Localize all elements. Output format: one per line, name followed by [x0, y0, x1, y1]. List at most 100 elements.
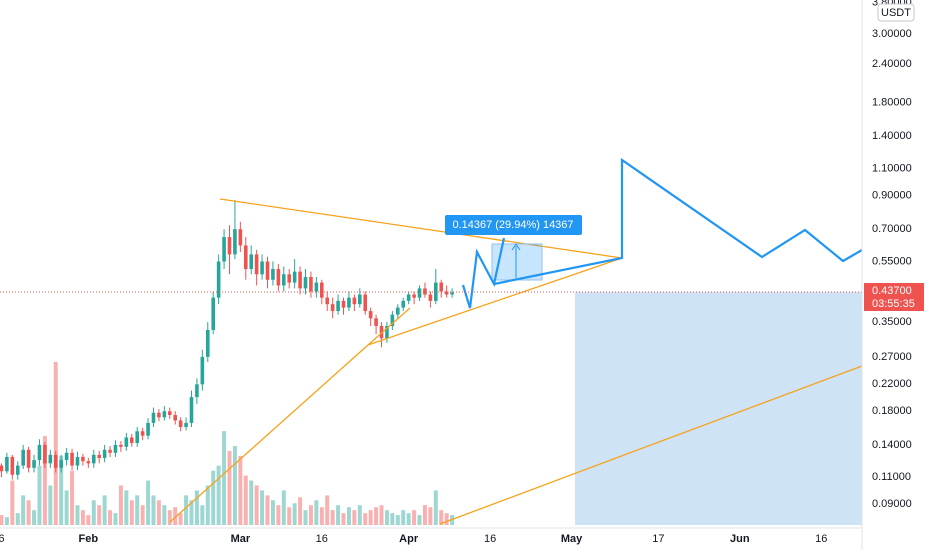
- candle-body: [43, 444, 47, 464]
- volume-bar: [129, 500, 134, 525]
- candle-body: [173, 414, 178, 421]
- candle-body: [303, 276, 308, 289]
- y-tick-label: 0.22000: [872, 378, 912, 390]
- y-tick-label: 0.55000: [872, 255, 912, 267]
- volume-bar: [417, 515, 422, 525]
- volume-bar: [428, 507, 433, 525]
- candle-body: [249, 254, 254, 270]
- candle-body: [265, 261, 270, 280]
- volume-bar: [336, 505, 341, 525]
- candle-body: [347, 297, 351, 308]
- candle-body: [325, 297, 330, 305]
- candle-body: [292, 271, 297, 283]
- volume-bar: [238, 455, 243, 525]
- y-tick-label: 0.70000: [872, 223, 912, 235]
- volume-bar: [222, 431, 227, 525]
- candle-body: [412, 294, 416, 298]
- candle-body: [336, 300, 340, 312]
- volume-bar: [401, 510, 406, 525]
- candle-body: [102, 449, 107, 458]
- volume-bar: [151, 495, 156, 525]
- volume-bar: [276, 505, 281, 525]
- candle-body: [428, 294, 433, 301]
- trendlines: [169, 198, 863, 525]
- candle-body: [379, 325, 384, 339]
- candle-body: [450, 292, 454, 295]
- volume-bar: [10, 480, 15, 525]
- y-tick-label: 2.40000: [872, 58, 912, 70]
- volume-bar: [32, 510, 37, 525]
- candle-body: [374, 318, 378, 326]
- x-tick-label: 16: [484, 533, 496, 545]
- volume-bar: [91, 500, 96, 525]
- candle-body: [390, 314, 395, 326]
- candle-body: [97, 454, 101, 458]
- candle-body: [75, 456, 80, 466]
- volume-bar: [330, 510, 335, 525]
- last-price-box: [864, 283, 924, 311]
- volume-bar: [433, 490, 438, 525]
- y-tick-label: 0.18000: [872, 405, 912, 417]
- candle-body: [178, 420, 183, 428]
- candle-body: [124, 437, 129, 447]
- volume-bar: [384, 510, 389, 525]
- y-tick-label: 0.90000: [872, 189, 912, 201]
- volume-bar: [135, 495, 140, 525]
- volume-bar: [243, 475, 248, 525]
- currency-box: [877, 3, 915, 22]
- projection-zone: [575, 292, 862, 525]
- candle-body: [26, 449, 31, 468]
- candle-body: [108, 449, 112, 453]
- volume-bar: [37, 465, 42, 525]
- candle-body: [238, 229, 243, 246]
- y-tick-label: 0.09000: [872, 498, 912, 510]
- y-tick-label: 3.00000: [872, 28, 912, 40]
- candle-body: [5, 456, 9, 472]
- candle-body: [119, 444, 123, 447]
- candle-body: [357, 294, 362, 305]
- candle-body: [140, 431, 145, 436]
- trendline: [367, 307, 411, 346]
- candle-body: [276, 269, 281, 286]
- candle-body: [32, 460, 36, 468]
- candle-body: [189, 397, 194, 423]
- candle-body: [59, 460, 63, 468]
- last-price: 0.43700: [872, 285, 912, 297]
- volume-bar: [102, 495, 107, 525]
- volume-bar: [232, 445, 237, 525]
- volume-bar: [97, 505, 102, 525]
- candle-body: [157, 412, 161, 418]
- volume-bar: [319, 507, 324, 525]
- volume-bar: [346, 507, 351, 525]
- volume-bar: [15, 513, 20, 525]
- volume-bar: [48, 485, 53, 525]
- x-tick-label: 17: [652, 533, 664, 545]
- volume-bar: [53, 362, 58, 525]
- volume-bar: [146, 480, 151, 525]
- volume-bar: [200, 505, 205, 525]
- projection-path: [461, 237, 506, 309]
- volume-bar: [287, 507, 292, 525]
- volume-bar: [298, 497, 303, 525]
- volume-bar: [70, 470, 75, 525]
- candle-body: [352, 297, 357, 305]
- volume-bar: [156, 500, 161, 525]
- volume-bar: [108, 510, 113, 525]
- candle-body: [10, 456, 15, 475]
- volume-bar: [308, 505, 313, 525]
- trendline: [219, 198, 623, 259]
- y-tick-label: 1.80000: [872, 97, 912, 109]
- candle-body: [37, 444, 42, 461]
- projection-path: [493, 157, 863, 286]
- candle-body: [417, 288, 422, 298]
- candle-body: [385, 325, 389, 339]
- volume-bar: [395, 515, 400, 525]
- candle-body: [15, 465, 20, 475]
- candle-body: [271, 269, 275, 280]
- candle-body: [401, 300, 406, 308]
- y-tick-label: 0.35000: [872, 316, 912, 328]
- volume-bar: [444, 513, 449, 525]
- candle-body: [135, 431, 139, 444]
- y-tick-label: 1.40000: [872, 130, 912, 142]
- volume-bar: [80, 510, 85, 525]
